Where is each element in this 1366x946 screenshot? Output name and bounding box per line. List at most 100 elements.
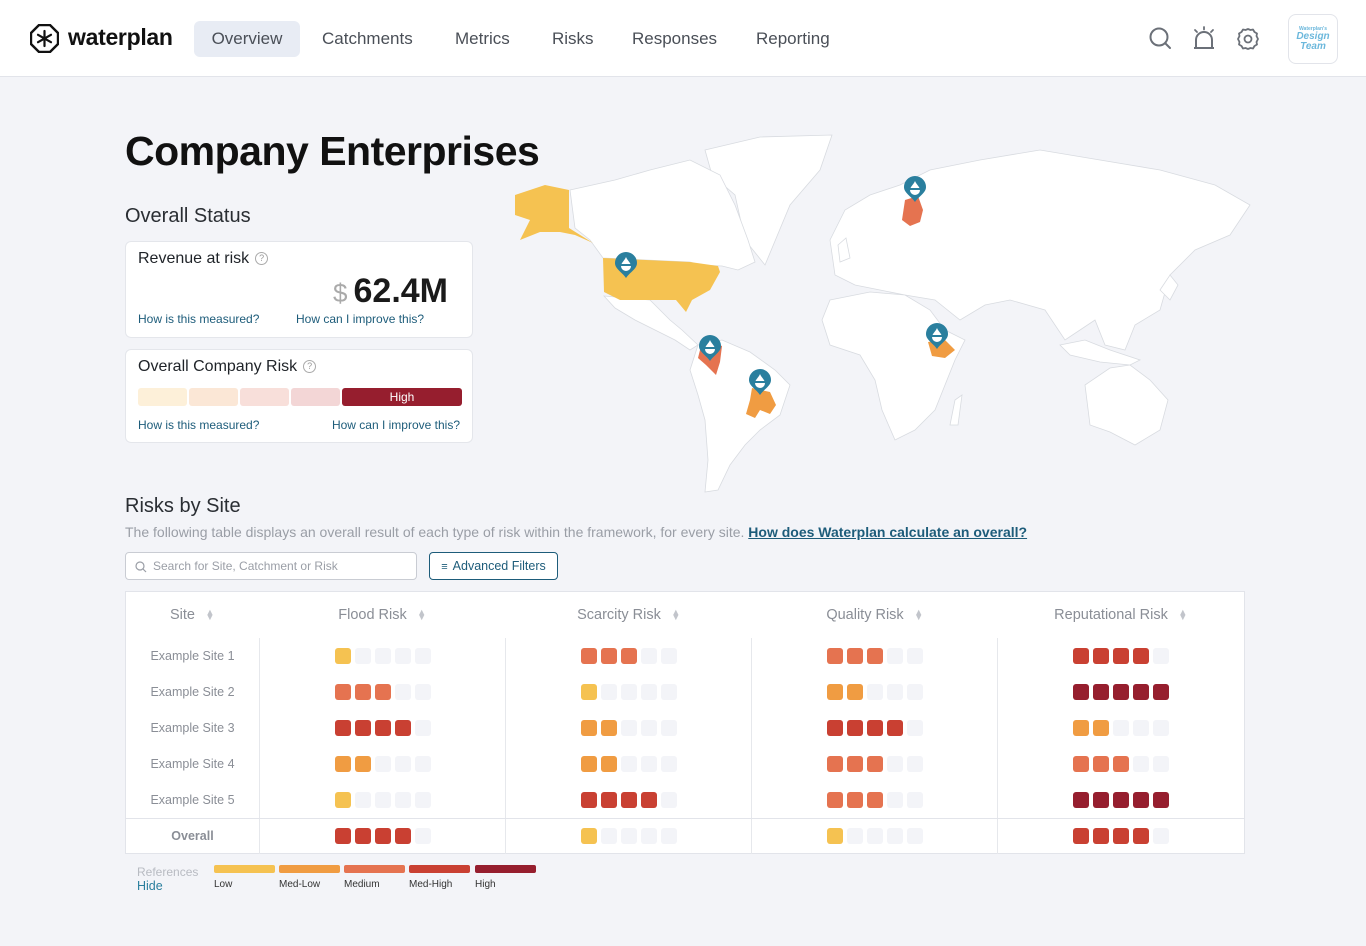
how-improve-link[interactable]: How can I improve this? (331, 418, 460, 432)
site-pin-icon[interactable] (749, 369, 771, 395)
description-text: The following table displays an overall … (125, 524, 745, 540)
overall-divider (126, 818, 1244, 819)
advanced-filters-button[interactable]: ≡ Advanced Filters (429, 552, 558, 580)
risk-indicator (581, 648, 677, 664)
risk-square-filled (867, 720, 883, 736)
column-header-reputational-risk[interactable]: Reputational Risk ▲ ▼ (998, 592, 1244, 638)
legend-title: References (137, 865, 199, 879)
map-highlight-brazil[interactable] (746, 388, 776, 418)
risk-square-filled (1153, 684, 1169, 700)
search-icon (135, 561, 147, 573)
risk-square-empty (641, 828, 657, 844)
column-divider (751, 638, 752, 854)
sort-icon[interactable]: ▲ ▼ (671, 607, 681, 623)
risk-square-filled (334, 756, 351, 772)
risk-indicator (1073, 684, 1169, 700)
calculate-overall-link[interactable]: How does Waterplan calculate an overall? (748, 524, 1028, 540)
logo-text[interactable]: waterplan (68, 24, 173, 50)
risk-square-filled (827, 756, 843, 772)
alarm-icon[interactable] (1191, 26, 1217, 52)
sort-icon[interactable]: ▲ ▼ (417, 607, 427, 623)
risk-square-empty (641, 648, 657, 664)
risk-square-filled (581, 648, 597, 664)
map-madagascar (949, 394, 963, 426)
risks-by-site-heading: Risks by Site (125, 495, 241, 517)
risk-square-filled (374, 828, 391, 844)
sort-icon[interactable]: ▲ ▼ (205, 607, 215, 623)
risk-square-empty (907, 792, 923, 808)
risk-indicator (1073, 720, 1169, 736)
column-header-quality-risk[interactable]: Quality Risk ▲ ▼ (752, 592, 998, 638)
site-pin-icon[interactable] (699, 335, 721, 361)
risk-square-empty (661, 720, 677, 736)
risk-square-empty (867, 684, 883, 700)
legend-label: Medium (344, 879, 380, 890)
legend-label: High (475, 879, 496, 890)
map-highlight-finland[interactable] (902, 196, 923, 226)
how-improve-link[interactable]: How can I improve this? (296, 312, 425, 326)
site-name[interactable]: Example Site 2 (150, 685, 235, 699)
risk-square-empty (661, 684, 677, 700)
risk-square-empty (394, 648, 411, 664)
site-name[interactable]: Example Site 4 (150, 757, 235, 771)
sort-icon[interactable]: ▲ ▼ (914, 607, 924, 623)
risk-square-empty (601, 684, 617, 700)
risk-indicator (827, 720, 923, 736)
site-name[interactable]: Example Site 3 (150, 721, 235, 735)
risk-square-filled (581, 684, 597, 700)
risk-square-filled (1073, 828, 1089, 844)
risk-square-filled (827, 648, 843, 664)
risk-indicator (1073, 756, 1169, 772)
company-risk-title: Overall Company Risk (138, 358, 298, 375)
how-measured-link[interactable]: How is this measured? (138, 418, 260, 432)
map-uk (837, 237, 851, 263)
risk-indicator (581, 720, 677, 736)
column-header-site[interactable]: Site ▲ ▼ (126, 592, 259, 638)
search-input[interactable] (153, 553, 413, 579)
site-pin-icon[interactable] (904, 176, 926, 202)
nav-risks[interactable]: Risks (552, 29, 594, 48)
nav-catchments[interactable]: Catchments (322, 29, 413, 48)
legend-hide-link[interactable]: Hide (137, 879, 163, 893)
team-avatar[interactable]: Waterplan's Design Team (1288, 14, 1338, 64)
risk-square-empty (394, 792, 411, 808)
site-search[interactable] (125, 552, 417, 580)
avatar-line-3: Team (1300, 40, 1326, 52)
search-icon[interactable] (1148, 26, 1174, 52)
help-icon[interactable]: ? (303, 360, 317, 373)
site-pin-icon[interactable] (926, 323, 948, 349)
site-name[interactable]: Example Site 1 (150, 649, 235, 663)
help-icon[interactable]: ? (255, 252, 269, 265)
nav-metrics[interactable]: Metrics (455, 29, 510, 48)
risk-square-empty (414, 720, 431, 736)
nav-reporting[interactable]: Reporting (756, 29, 830, 48)
map-highlight-united-states[interactable] (515, 185, 593, 243)
risk-square-filled (621, 792, 637, 808)
risk-square-filled (887, 720, 903, 736)
sort-icon[interactable]: ▲ ▼ (1178, 607, 1188, 623)
risk-square-filled (847, 720, 863, 736)
risk-indicator (334, 720, 431, 736)
column-header-scarcity-risk[interactable]: Scarcity Risk ▲ ▼ (506, 592, 752, 638)
risk-square-empty (887, 756, 903, 772)
nav-overview[interactable]: Overview (194, 21, 300, 57)
site-name[interactable]: Example Site 5 (150, 793, 235, 807)
how-measured-link[interactable]: How is this measured? (138, 312, 260, 326)
risk-square-empty (354, 648, 371, 664)
risk-indicator (827, 828, 923, 844)
column-header-flood-risk[interactable]: Flood Risk ▲ ▼ (259, 592, 506, 638)
nav-responses[interactable]: Responses (632, 29, 718, 48)
legend-label: Low (214, 879, 233, 890)
settings-gear-icon[interactable] (1235, 26, 1261, 52)
risk-square-filled (334, 684, 351, 700)
risk-indicator (581, 756, 677, 772)
risk-square-filled (827, 828, 843, 844)
site-pin-icon[interactable] (615, 252, 637, 278)
risk-square-filled (601, 792, 617, 808)
map-highlight-united-states[interactable] (603, 258, 720, 312)
risk-square-filled (1093, 756, 1109, 772)
column-divider (997, 638, 998, 854)
risk-square-empty (1153, 720, 1169, 736)
risk-square-empty (394, 756, 411, 772)
revenue-value: $62.4M (333, 272, 448, 311)
